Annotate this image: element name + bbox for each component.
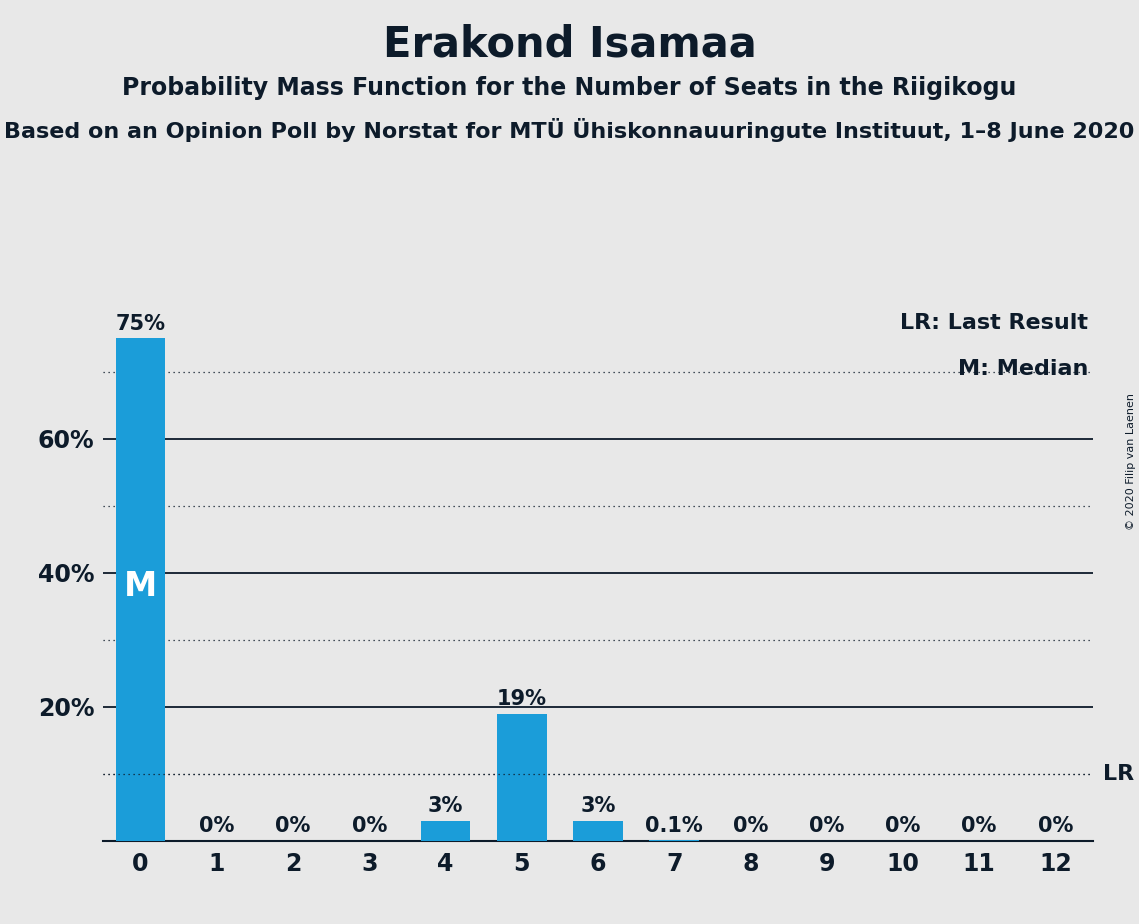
- Text: 0%: 0%: [809, 816, 844, 836]
- Text: 75%: 75%: [116, 314, 165, 334]
- Bar: [497, 713, 547, 841]
- Text: Based on an Opinion Poll by Norstat for MTÜ Ühiskonnauuringute Instituut, 1–8 Ju: Based on an Opinion Poll by Norstat for …: [5, 118, 1134, 142]
- Text: 0%: 0%: [1038, 816, 1073, 836]
- Bar: [420, 821, 470, 841]
- Text: © 2020 Filip van Laenen: © 2020 Filip van Laenen: [1126, 394, 1136, 530]
- Text: 0%: 0%: [352, 816, 387, 836]
- Bar: [573, 821, 623, 841]
- Text: 19%: 19%: [497, 689, 547, 709]
- Text: Probability Mass Function for the Number of Seats in the Riigikogu: Probability Mass Function for the Number…: [122, 76, 1017, 100]
- Text: 0%: 0%: [276, 816, 311, 836]
- Text: Erakond Isamaa: Erakond Isamaa: [383, 23, 756, 65]
- Text: 0%: 0%: [885, 816, 920, 836]
- Text: 3%: 3%: [428, 796, 464, 816]
- Text: 0%: 0%: [732, 816, 768, 836]
- Text: M: Median: M: Median: [958, 359, 1089, 379]
- Text: 0.1%: 0.1%: [646, 816, 703, 836]
- Text: 3%: 3%: [580, 796, 616, 816]
- Text: LR: LR: [1103, 764, 1133, 784]
- Text: 0%: 0%: [961, 816, 997, 836]
- Bar: [116, 338, 165, 841]
- Text: LR: Last Result: LR: Last Result: [901, 313, 1089, 333]
- Text: M: M: [124, 570, 157, 602]
- Text: 0%: 0%: [199, 816, 235, 836]
